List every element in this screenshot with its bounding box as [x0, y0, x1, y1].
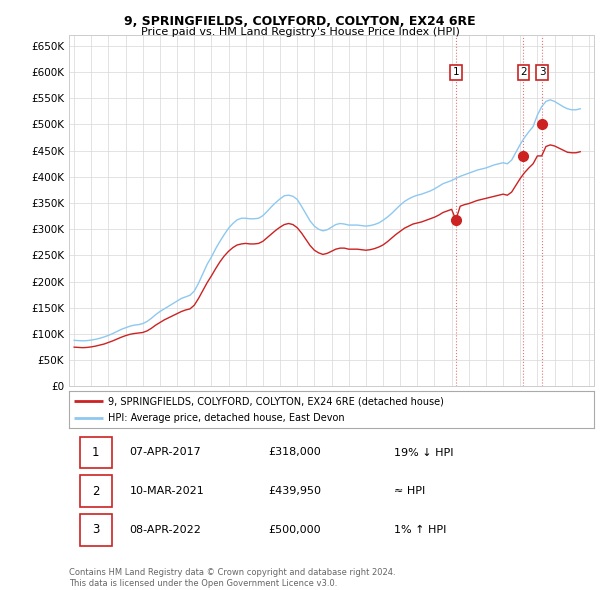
Text: 9, SPRINGFIELDS, COLYFORD, COLYTON, EX24 6RE (detached house): 9, SPRINGFIELDS, COLYFORD, COLYTON, EX24… [109, 396, 444, 407]
Text: 10-MAR-2021: 10-MAR-2021 [130, 486, 204, 496]
Text: £500,000: £500,000 [269, 525, 321, 535]
Text: This data is licensed under the Open Government Licence v3.0.: This data is licensed under the Open Gov… [69, 579, 337, 588]
Text: 1% ↑ HPI: 1% ↑ HPI [395, 525, 447, 535]
Text: 2: 2 [520, 67, 527, 77]
Text: 07-APR-2017: 07-APR-2017 [130, 447, 201, 457]
Text: HPI: Average price, detached house, East Devon: HPI: Average price, detached house, East… [109, 412, 345, 422]
Text: 2: 2 [92, 484, 100, 498]
Text: Contains HM Land Registry data © Crown copyright and database right 2024.: Contains HM Land Registry data © Crown c… [69, 568, 395, 576]
Text: ≈ HPI: ≈ HPI [395, 486, 426, 496]
FancyBboxPatch shape [79, 514, 112, 546]
Text: 19% ↓ HPI: 19% ↓ HPI [395, 447, 454, 457]
FancyBboxPatch shape [79, 437, 112, 468]
Text: 3: 3 [539, 67, 545, 77]
Text: 08-APR-2022: 08-APR-2022 [130, 525, 201, 535]
Text: 1: 1 [453, 67, 460, 77]
Text: Price paid vs. HM Land Registry's House Price Index (HPI): Price paid vs. HM Land Registry's House … [140, 27, 460, 37]
Text: £318,000: £318,000 [269, 447, 321, 457]
Text: £439,950: £439,950 [269, 486, 322, 496]
Text: 3: 3 [92, 523, 100, 536]
Text: 1: 1 [92, 446, 100, 459]
Text: 9, SPRINGFIELDS, COLYFORD, COLYTON, EX24 6RE: 9, SPRINGFIELDS, COLYFORD, COLYTON, EX24… [124, 15, 476, 28]
FancyBboxPatch shape [79, 476, 112, 507]
